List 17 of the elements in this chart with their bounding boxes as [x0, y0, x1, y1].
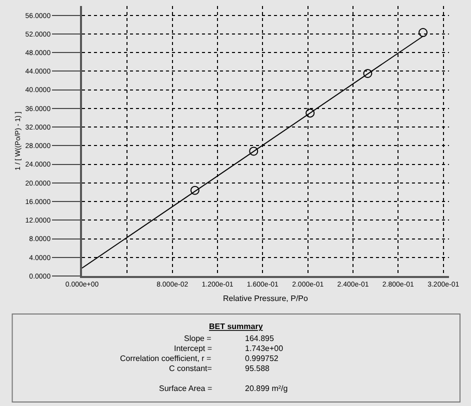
point — [249, 146, 258, 156]
text: BET summary — [209, 322, 264, 331]
text: C constant= — [169, 364, 212, 373]
text: Slope = — [184, 334, 212, 343]
point — [418, 28, 428, 38]
text: Surface Area = — [159, 384, 212, 393]
text: Intercept = — [174, 344, 212, 353]
point — [363, 69, 372, 78]
point — [190, 186, 200, 195]
text: 164.895 — [245, 334, 274, 343]
text: Correlation coefficient, r = — [120, 354, 212, 363]
text: 0.999752 — [245, 354, 279, 363]
text: 1.743e+00 — [245, 344, 284, 353]
point — [306, 108, 315, 118]
x-axis-title: Relative Pressure, P/Po — [223, 294, 309, 303]
text: 95.588 — [245, 364, 270, 373]
text: 20.899 m²/g — [245, 384, 288, 393]
